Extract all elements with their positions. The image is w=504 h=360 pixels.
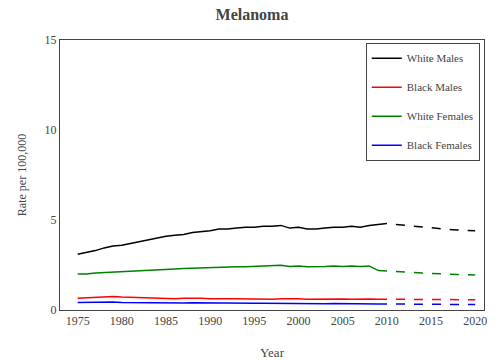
- svg-text:1995: 1995: [242, 314, 266, 328]
- svg-text:2020: 2020: [463, 314, 487, 328]
- svg-text:0: 0: [51, 303, 57, 317]
- svg-text:2015: 2015: [419, 314, 443, 328]
- svg-text:Black Females: Black Females: [407, 139, 472, 151]
- svg-text:Year: Year: [260, 345, 285, 360]
- svg-text:2005: 2005: [331, 314, 355, 328]
- svg-text:White Males: White Males: [407, 52, 464, 64]
- svg-text:1980: 1980: [110, 314, 134, 328]
- svg-text:5: 5: [51, 213, 57, 227]
- svg-text:2000: 2000: [287, 314, 311, 328]
- svg-text:1985: 1985: [154, 314, 178, 328]
- svg-text:Rate per 100,000: Rate per 100,000: [15, 134, 29, 216]
- svg-text:2010: 2010: [375, 314, 399, 328]
- svg-text:White Females: White Females: [407, 110, 473, 122]
- svg-text:1990: 1990: [198, 314, 222, 328]
- svg-text:15: 15: [45, 33, 57, 47]
- svg-text:10: 10: [45, 123, 57, 137]
- svg-text:Black Males: Black Males: [407, 81, 462, 93]
- svg-text:Melanoma: Melanoma: [216, 6, 289, 23]
- svg-text:1975: 1975: [66, 314, 90, 328]
